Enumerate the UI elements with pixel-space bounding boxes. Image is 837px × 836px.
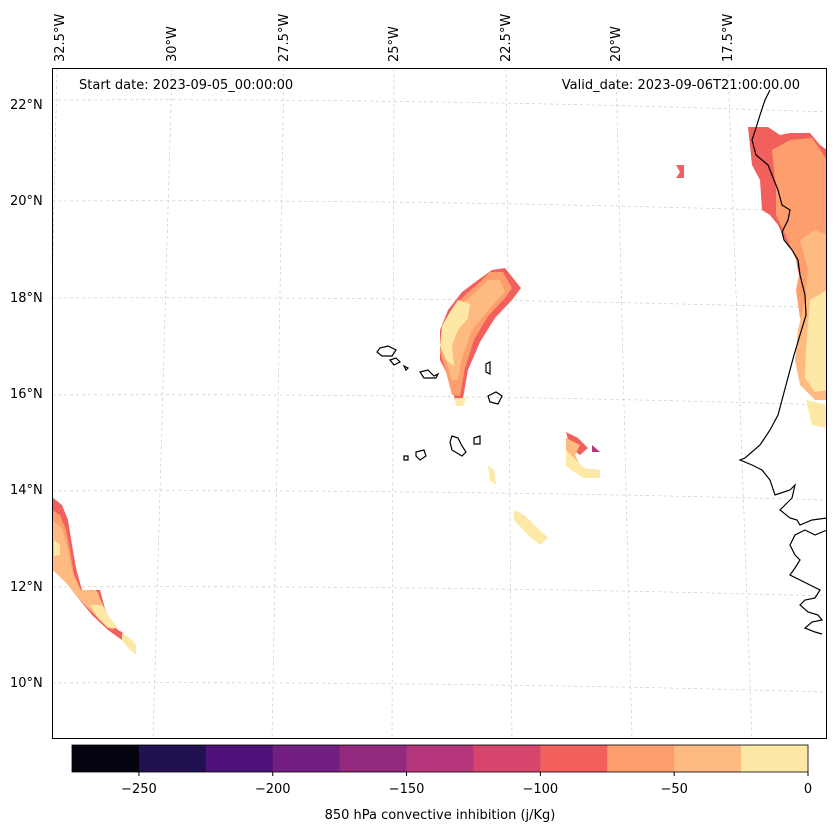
colorbar-label: 850 hPa convective inhibition (j/Kg) [324,808,556,823]
parallel-14n [51,490,828,501]
lon-label-27-5w: 27.5°W [277,13,292,62]
meridian-27-5w [271,67,285,740]
cape-verde-island-boa-vista [487,391,503,405]
colorbar-tick-label: −200 [255,782,291,797]
meridian-17-5w [727,67,753,740]
cape-verde-island-santa-luzia [402,364,410,372]
colorbar-ticks: −250 −200 −150 −100 −50 0 [121,772,812,797]
colorbar-tick-label: −250 [121,782,157,797]
colorbar-swatch [138,745,207,772]
lat-label-16n: 16°N [10,387,43,402]
lon-label-30w: 30°W [165,26,180,62]
cape-verde-island-fogo [415,449,427,461]
cape-verde-island-brava [403,455,409,461]
cin-region-small-red [676,165,684,178]
lat-label-14n: 14°N [10,483,43,498]
cin-region-south-purple [592,445,600,452]
start-date-label: Start date: 2023-09-05_00:00:00 [79,78,294,93]
colorbar-tick-label: −150 [389,782,425,797]
gridlines [51,67,828,740]
cin-region-strip-2 [514,510,548,545]
meridian-22-5w [505,67,513,740]
meridian-20w [615,67,633,740]
lat-label-10n: 10°N [10,676,43,691]
cin-region-coast-yellow-2 [806,400,827,428]
colorbar-swatch [205,745,274,772]
cape-verde-island-sao-vicente [388,357,402,366]
parallel-16n [51,394,828,406]
meridian-30w [152,67,173,740]
cape-verde-island-maio [473,435,481,445]
parallel-20n [51,200,828,213]
cin-region-sw-yellow-1 [54,540,60,556]
colorbar-swatches [72,745,809,772]
colorbar: −250 −200 −150 −100 −50 0 [71,744,812,797]
cin-region-center-yellow [440,300,470,366]
lat-label-18n: 18°N [10,291,43,306]
lon-label-32-5w: 32.5°W [53,13,68,62]
lat-label-22n: 22°N [10,98,43,113]
cin-region-center-tail [455,398,466,406]
cape-verde-island-santo-antao [376,345,397,357]
lon-label-25w: 25°W [387,26,402,62]
cape-verde-island-sao-nicolau [419,369,440,379]
colorbar-swatch [272,745,341,772]
parallel-22n [51,99,828,113]
cape-verde-island-santiago [449,435,467,457]
colorbar-swatch [406,745,474,772]
cin-region-sw-yellow-3 [122,633,136,655]
lon-label-22-5w: 22.5°W [499,13,514,62]
cin-region-coast-yellow [805,290,827,392]
meridian-25w [391,67,395,740]
colorbar-swatch [607,745,675,772]
colorbar-swatch [339,745,408,772]
colorbar-tick-label: 0 [804,782,812,797]
colorbar-swatch [473,745,541,772]
valid-date-label: Valid_date: 2023-09-06T21:00:00.00 [561,78,800,93]
cin-region-sw-yellow-2 [90,605,118,628]
cin-contours [52,127,827,655]
parallel-18n [51,297,828,309]
coastlines [376,89,828,635]
cape-verde-island-sal [485,361,491,375]
colorbar-swatch [741,745,809,772]
africa-coast-south [789,529,828,635]
lon-label-20w: 20°W [609,26,624,62]
parallel-10n [51,682,828,693]
colorbar-tick-label: −100 [523,782,559,797]
lat-label-12n: 12°N [10,580,43,595]
map-frame [52,68,827,739]
africa-coastline [738,89,828,526]
lat-label-20n: 20°N [10,194,43,209]
cin-region-center-peach [444,280,505,380]
parallel-12n [51,586,828,597]
cin-region-south-yellow [566,450,600,478]
colorbar-tick-label: −50 [660,782,687,797]
cin-region-strip-1 [488,465,496,485]
colorbar-swatch [674,745,742,772]
colorbar-swatch [540,745,608,772]
colorbar-swatch [72,745,140,772]
colorbar-border [71,744,809,773]
cin-region-sw-peach [52,520,112,628]
lon-label-17-5w: 17.5°W [721,13,736,62]
